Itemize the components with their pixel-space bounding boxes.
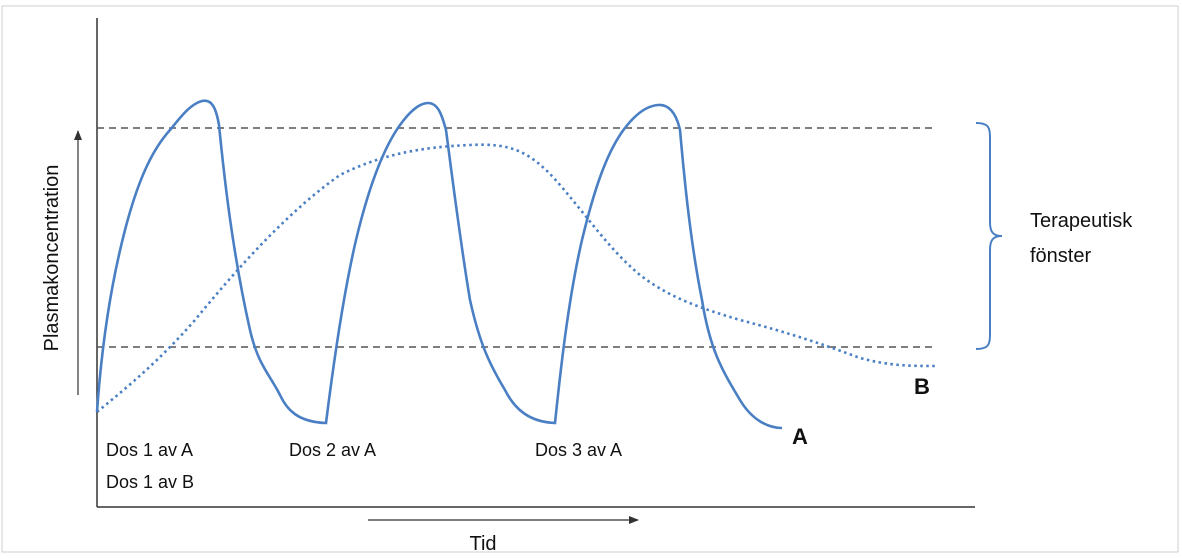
curve-b-label: B [914,374,930,399]
dose-2a-label: Dos 2 av A [289,440,376,460]
curve-a-label: A [792,424,808,449]
therapeutic-window-bracket [975,122,1003,350]
window-label-line1: Terapeutisk [1030,210,1133,232]
image-frame [1,5,1179,553]
curve-b [96,143,939,414]
window-label-line2: fönster [1030,245,1091,267]
y-axis-label: Plasmakoncentration [41,165,63,352]
dose-3a-label: Dos 3 av A [535,440,622,460]
curve-a [95,99,783,430]
x-axis-label: Tid [469,533,496,554]
dose-1a-label: Dos 1 av A [106,440,193,460]
dose-1b-label: Dos 1 av B [106,472,194,492]
